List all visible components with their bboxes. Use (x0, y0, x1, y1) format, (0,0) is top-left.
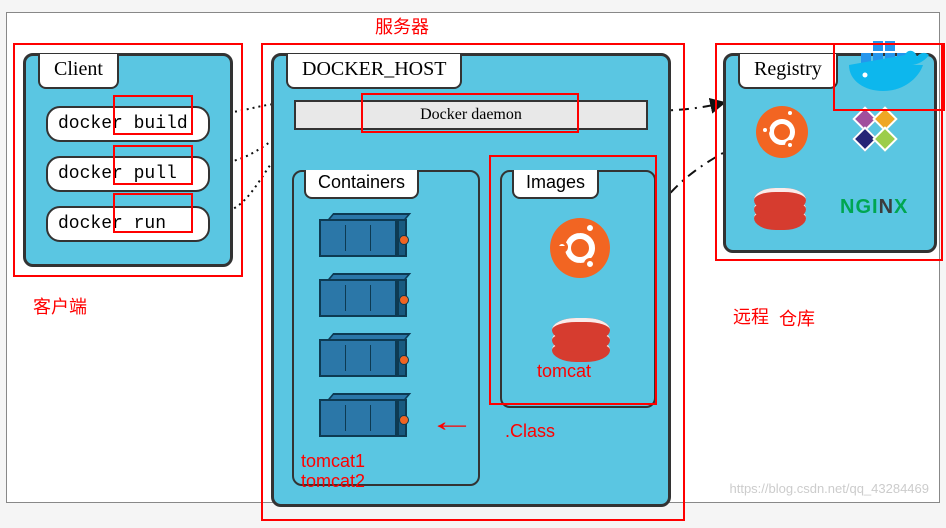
label-repo: 仓库 (779, 305, 815, 331)
watermark: https://blog.csdn.net/qq_43284469 (730, 481, 930, 496)
diagram-canvas: Client docker build docker pull docker r… (6, 12, 940, 503)
label-client-cn: 客户端 (33, 293, 87, 319)
arrow-icon: ← (428, 405, 476, 439)
annotation-box (113, 145, 193, 185)
annotation-box (113, 95, 193, 135)
label-server: 服务器 (375, 13, 429, 39)
label-class: .Class (505, 421, 555, 442)
label-tomcat1: tomcat1 (301, 451, 365, 472)
label-remote: 远程 (733, 303, 769, 329)
label-tomcat2: tomcat2 (301, 471, 365, 492)
label-tomcat: tomcat (537, 361, 591, 382)
annotation-box (113, 193, 193, 233)
annotation-box (361, 93, 579, 133)
annotation-box (833, 43, 945, 111)
